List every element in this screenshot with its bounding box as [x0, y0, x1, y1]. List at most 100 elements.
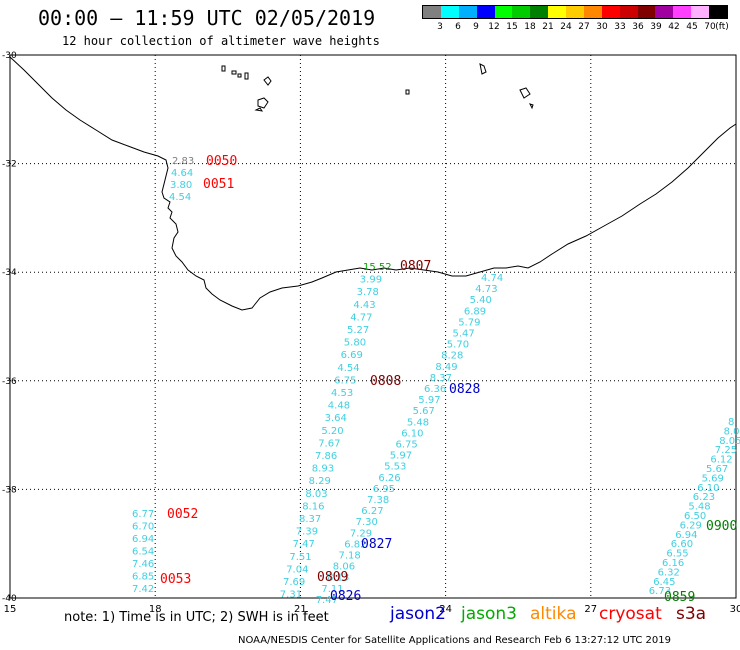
legend-tick-label: 9 — [473, 22, 479, 32]
swh-value: 4.73 — [475, 284, 497, 295]
legend-swatch — [619, 6, 638, 18]
swh-value: 15.52 — [363, 262, 392, 273]
swh-value: 7.47 — [293, 539, 315, 550]
satellite-legend-s3a: s3a — [676, 604, 707, 624]
legend-tick-label: 15 — [506, 22, 518, 32]
swh-value: 7.39 — [296, 527, 318, 538]
swh-value: 6.32 — [658, 567, 680, 578]
swh-value: 6.89 — [464, 306, 486, 317]
satellite-legend-cryosat: cryosat — [599, 604, 662, 624]
pass-time-label: 0828 — [449, 382, 480, 397]
lon-tick-label: 24 — [439, 604, 452, 615]
swh-value: 7.51 — [289, 552, 311, 563]
swh-value: 7.30 — [356, 517, 378, 528]
legend-tick-label: 6 — [455, 22, 461, 32]
pass-time-label: 0826 — [330, 589, 361, 604]
legend-tick-label: 21 — [542, 22, 554, 32]
pass-time-label: 0051 — [203, 177, 234, 192]
lon-tick-label: 18 — [149, 604, 162, 615]
swh-value: 8.16 — [302, 501, 324, 512]
swh-value: 3.80 — [170, 180, 192, 191]
lat-tick-label: -34 — [2, 268, 17, 278]
swh-value: 6.10 — [697, 483, 719, 494]
swh-value: 7.86 — [315, 451, 337, 462]
swh-value: 7.38 — [367, 495, 389, 506]
swh-value: 6.94 — [132, 534, 154, 545]
legend-unit: (ft) — [715, 22, 729, 32]
legend-tick-label: 12 — [488, 22, 500, 32]
swh-value: 8.13 — [327, 573, 349, 584]
swh-value: 4.48 — [328, 401, 350, 412]
swh-value: 7.31 — [280, 590, 302, 601]
swh-value: 6.82 — [344, 539, 366, 550]
swh-value: 6.75 — [334, 375, 356, 386]
swh-value: 5.47 — [453, 329, 475, 340]
swh-value: 5.40 — [470, 295, 492, 306]
swh-value: 7.11 — [321, 584, 343, 595]
legend-swatch — [423, 6, 441, 18]
swh-value: 8 — [728, 417, 734, 428]
swh-value: 8.0 — [724, 426, 740, 437]
legend-tick-label: 3 — [437, 22, 443, 32]
legend-swatch — [566, 6, 584, 18]
legend-swatch — [440, 6, 459, 18]
swh-value: 7.47 — [316, 595, 338, 606]
pass-time-label: 0827 — [361, 537, 392, 552]
swh-value: 6.50 — [684, 511, 706, 522]
legend-tick-label: 33 — [614, 22, 626, 32]
swh-value: 6.55 — [666, 549, 688, 560]
swh-value: 6.29 — [680, 520, 702, 531]
legend-swatch — [691, 6, 709, 18]
pass-time-label: 0052 — [167, 507, 198, 522]
legend-tick-label: 24 — [560, 22, 572, 32]
swh-value: 7.29 — [350, 528, 372, 539]
legend-swatch — [673, 6, 692, 18]
lon-tick-label: 30 — [730, 604, 740, 615]
swh-value: 8.93 — [312, 464, 334, 475]
legend-swatch — [583, 6, 602, 18]
swh-value: 3.99 — [360, 275, 382, 286]
swh-value: 4.43 — [353, 300, 375, 311]
legend-tick-label: 45 — [686, 22, 698, 32]
swh-value: 4.53 — [331, 388, 353, 399]
swh-value: 5.48 — [688, 502, 710, 513]
swh-value-tracks: 2.834.643.804.5415.523.993.784.434.775.2… — [132, 156, 740, 606]
swh-value: 5.48 — [407, 417, 429, 428]
swh-value: 8.05 — [719, 436, 740, 447]
south-africa-coastline — [9, 56, 737, 311]
lat-tick-label: -40 — [2, 594, 17, 604]
swh-value: 8.37 — [299, 514, 321, 525]
swh-value: 6.94 — [675, 530, 697, 541]
pass-time-label: 0808 — [370, 374, 401, 389]
legend-swatch — [494, 6, 513, 18]
legend-tick-label: 70 — [704, 22, 716, 32]
lat-tick-label: -36 — [2, 377, 17, 387]
swh-value: 6.73 — [649, 586, 671, 597]
legend-tick-label: 42 — [668, 22, 680, 32]
map-title: 00:00 – 11:59 UTC 02/05/2019 — [38, 6, 376, 30]
swh-value: 6.54 — [132, 547, 154, 558]
map-subtitle: 12 hour collection of altimeter wave hei… — [62, 34, 380, 48]
legend-tick-label: 18 — [524, 22, 536, 32]
swh-value: 4.74 — [481, 273, 503, 284]
swh-value: 6.60 — [671, 539, 693, 550]
swh-value: 7.18 — [339, 551, 361, 562]
swh-value: 8.06 — [333, 562, 355, 573]
swh-value: 5.20 — [321, 426, 343, 437]
legend-color-bar — [422, 5, 728, 19]
legend-swatch — [458, 6, 477, 18]
swh-value: 6.85 — [132, 572, 154, 583]
swh-value: 6.45 — [653, 577, 675, 588]
swh-value: 5.80 — [344, 338, 366, 349]
swh-value: 4.64 — [171, 168, 193, 179]
swh-value: 6.16 — [662, 558, 684, 569]
swh-value: 5.79 — [458, 317, 480, 328]
swh-value: 7.46 — [132, 559, 154, 570]
swh-value: 5.27 — [347, 325, 369, 336]
swh-value: 4.54 — [337, 363, 359, 374]
pass-time-label: 0859 — [664, 590, 695, 605]
legend-tick-labels: 3 6 9 12 15 18 21 24 27 30 33 36 39 42 45 70 (ft) — [422, 22, 729, 34]
swh-value: 6.26 — [378, 473, 400, 484]
swh-value: 5.97 — [418, 395, 440, 406]
legend-swatch — [530, 6, 549, 18]
